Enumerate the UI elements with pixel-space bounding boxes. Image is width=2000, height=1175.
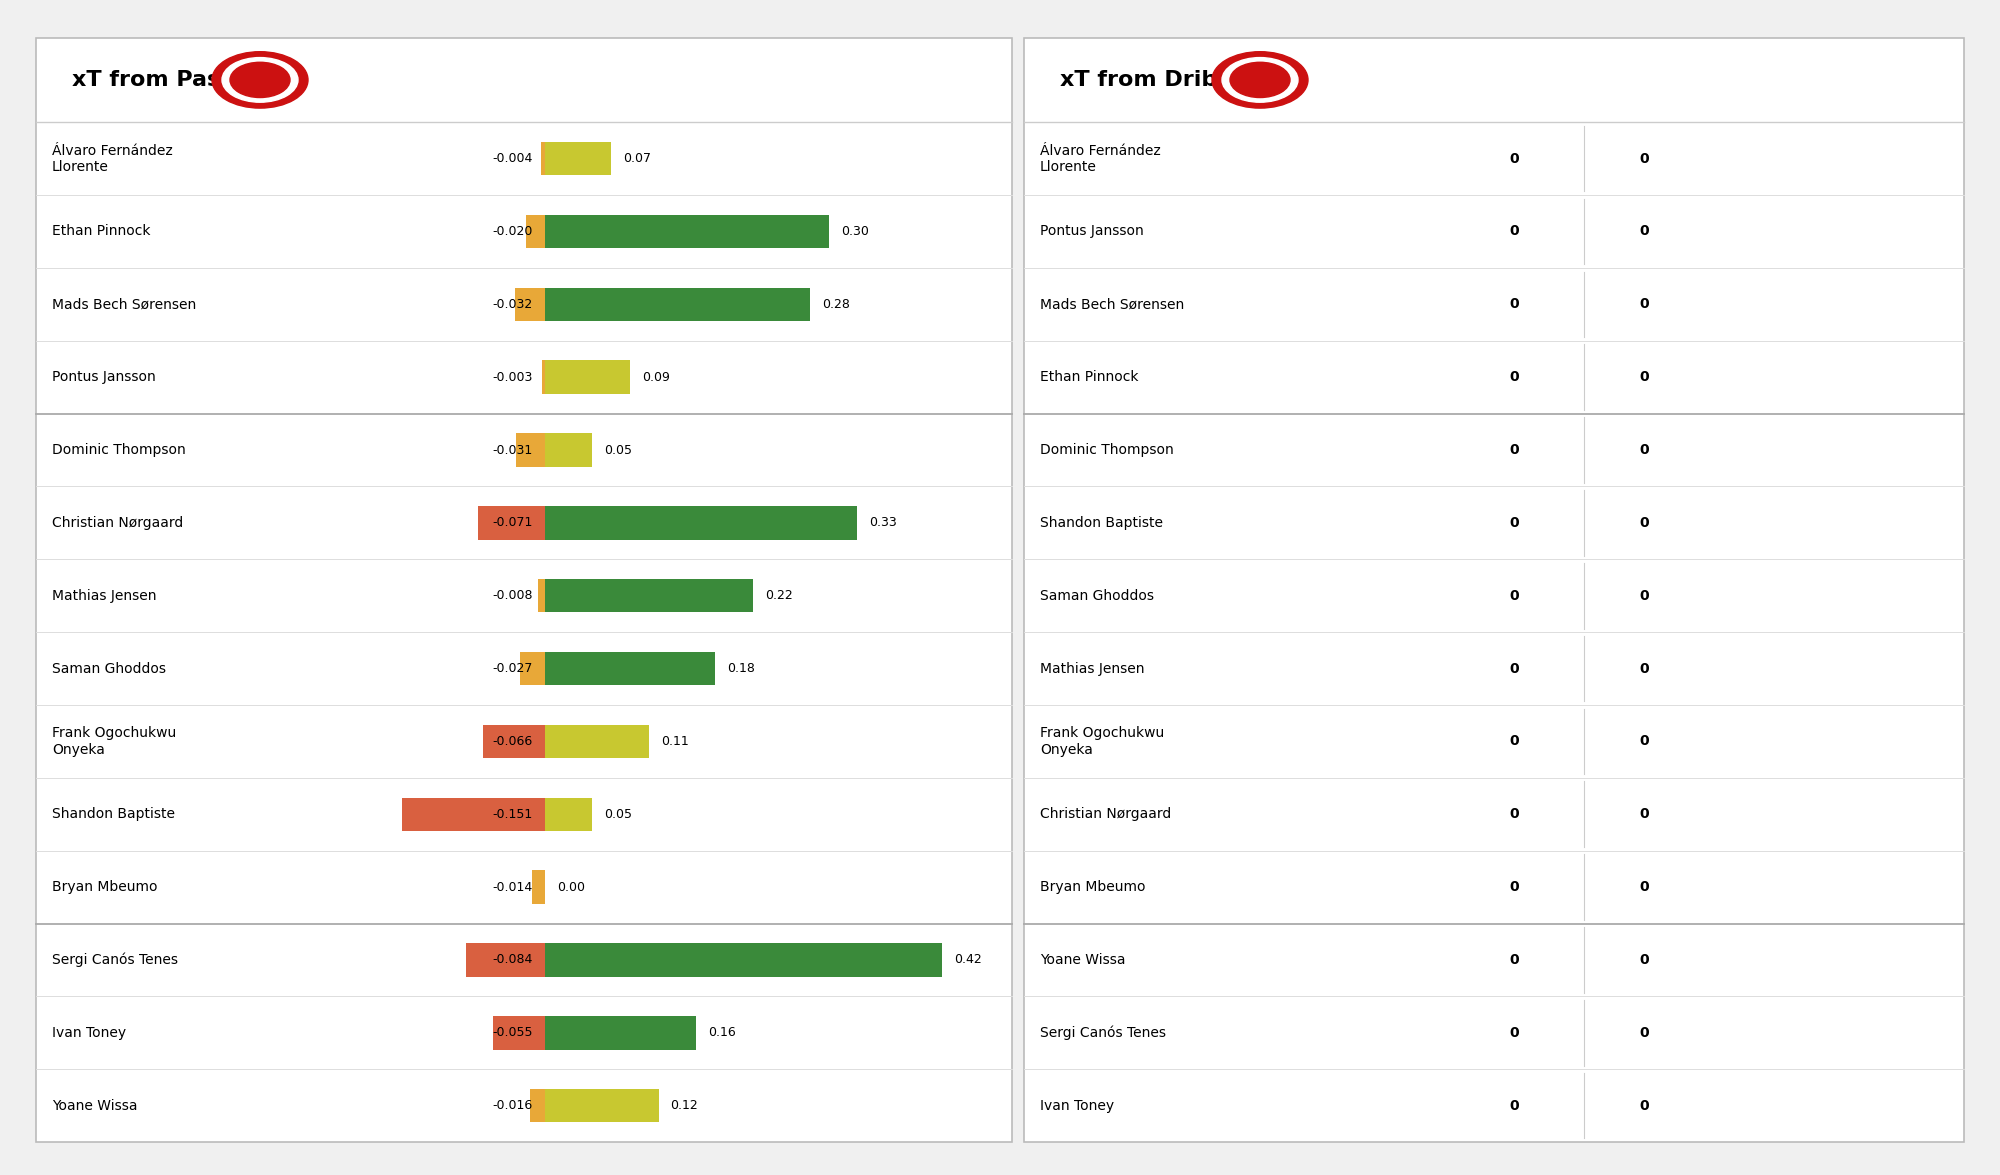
Text: -0.055: -0.055 <box>492 1026 534 1040</box>
Text: 0: 0 <box>1640 297 1648 311</box>
Text: 0: 0 <box>1640 516 1648 530</box>
Text: -0.020: -0.020 <box>492 224 534 239</box>
Text: Christian Nørgaard: Christian Nørgaard <box>52 516 184 530</box>
Text: -0.066: -0.066 <box>492 734 534 748</box>
Text: 0: 0 <box>1510 370 1518 384</box>
Text: 0: 0 <box>1510 516 1518 530</box>
Text: 0.28: 0.28 <box>822 297 850 311</box>
Text: Shandon Baptiste: Shandon Baptiste <box>52 807 176 821</box>
Text: Shandon Baptiste: Shandon Baptiste <box>1040 516 1164 530</box>
Text: 0: 0 <box>1510 224 1518 239</box>
Text: -0.032: -0.032 <box>492 297 534 311</box>
Text: 0.22: 0.22 <box>766 589 792 603</box>
Circle shape <box>1222 58 1298 102</box>
Text: 0: 0 <box>1510 807 1518 821</box>
Text: 0.12: 0.12 <box>670 1099 698 1113</box>
Text: 0.05: 0.05 <box>604 807 632 821</box>
Text: Álvaro Fernández
Llorente: Álvaro Fernández Llorente <box>1040 143 1160 174</box>
Text: Christian Nørgaard: Christian Nørgaard <box>1040 807 1172 821</box>
Text: -0.151: -0.151 <box>492 807 534 821</box>
Text: -0.008: -0.008 <box>492 589 534 603</box>
Text: Dominic Thompson: Dominic Thompson <box>1040 443 1174 457</box>
Text: 0.11: 0.11 <box>662 734 688 748</box>
Text: xT from Passes: xT from Passes <box>72 69 262 90</box>
Text: 0: 0 <box>1640 589 1648 603</box>
Text: Pontus Jansson: Pontus Jansson <box>1040 224 1144 239</box>
Text: -0.014: -0.014 <box>492 880 534 894</box>
Text: Sergi Canós Tenes: Sergi Canós Tenes <box>1040 1026 1166 1040</box>
Text: Bryan Mbeumo: Bryan Mbeumo <box>52 880 158 894</box>
Text: 0: 0 <box>1640 224 1648 239</box>
Text: 0: 0 <box>1640 953 1648 967</box>
Text: -0.004: -0.004 <box>492 152 534 166</box>
Text: Ethan Pinnock: Ethan Pinnock <box>52 224 150 239</box>
Text: 0: 0 <box>1510 297 1518 311</box>
Text: 0.18: 0.18 <box>728 662 756 676</box>
Text: Bryan Mbeumo: Bryan Mbeumo <box>1040 880 1146 894</box>
Text: Mathias Jensen: Mathias Jensen <box>1040 662 1144 676</box>
Text: 0.00: 0.00 <box>558 880 586 894</box>
Text: 0: 0 <box>1510 1026 1518 1040</box>
Circle shape <box>1230 62 1290 98</box>
Text: -0.016: -0.016 <box>492 1099 534 1113</box>
Text: 0.05: 0.05 <box>604 443 632 457</box>
Text: Mads Bech Sørensen: Mads Bech Sørensen <box>1040 297 1184 311</box>
Text: 0: 0 <box>1510 662 1518 676</box>
Text: 0: 0 <box>1640 152 1648 166</box>
Text: 0: 0 <box>1640 443 1648 457</box>
Circle shape <box>1212 52 1308 108</box>
Text: 0: 0 <box>1510 953 1518 967</box>
Text: 0: 0 <box>1640 370 1648 384</box>
Text: Ivan Toney: Ivan Toney <box>1040 1099 1114 1113</box>
Text: 0: 0 <box>1640 1099 1648 1113</box>
Text: Ethan Pinnock: Ethan Pinnock <box>1040 370 1138 384</box>
Text: 0: 0 <box>1640 662 1648 676</box>
Text: 0: 0 <box>1510 880 1518 894</box>
Text: 0.42: 0.42 <box>954 953 982 967</box>
Text: Frank Ogochukwu
Onyeka: Frank Ogochukwu Onyeka <box>1040 726 1164 757</box>
Text: Álvaro Fernández
Llorente: Álvaro Fernández Llorente <box>52 143 172 174</box>
Text: Mathias Jensen: Mathias Jensen <box>52 589 156 603</box>
Text: Dominic Thompson: Dominic Thompson <box>52 443 186 457</box>
Text: -0.003: -0.003 <box>492 370 534 384</box>
Text: -0.071: -0.071 <box>492 516 534 530</box>
Text: Yoane Wissa: Yoane Wissa <box>1040 953 1126 967</box>
Text: 0: 0 <box>1640 1026 1648 1040</box>
Circle shape <box>212 52 308 108</box>
Text: 0: 0 <box>1510 1099 1518 1113</box>
Text: 0.09: 0.09 <box>642 370 670 384</box>
Text: 0.33: 0.33 <box>870 516 896 530</box>
Text: Mads Bech Sørensen: Mads Bech Sørensen <box>52 297 196 311</box>
Circle shape <box>222 58 298 102</box>
Text: 0: 0 <box>1640 807 1648 821</box>
Text: 0: 0 <box>1510 734 1518 748</box>
Text: 0: 0 <box>1640 734 1648 748</box>
Text: 0: 0 <box>1510 152 1518 166</box>
Text: Yoane Wissa: Yoane Wissa <box>52 1099 138 1113</box>
Text: 0: 0 <box>1510 589 1518 603</box>
Text: Saman Ghoddos: Saman Ghoddos <box>52 662 166 676</box>
Text: xT from Dribbles: xT from Dribbles <box>1060 69 1270 90</box>
Text: -0.084: -0.084 <box>492 953 534 967</box>
Text: 0.07: 0.07 <box>624 152 652 166</box>
Circle shape <box>230 62 290 98</box>
Text: Frank Ogochukwu
Onyeka: Frank Ogochukwu Onyeka <box>52 726 176 757</box>
Text: Ivan Toney: Ivan Toney <box>52 1026 126 1040</box>
Text: 0: 0 <box>1640 880 1648 894</box>
Text: Pontus Jansson: Pontus Jansson <box>52 370 156 384</box>
Text: Saman Ghoddos: Saman Ghoddos <box>1040 589 1154 603</box>
Text: -0.031: -0.031 <box>492 443 534 457</box>
Text: 0: 0 <box>1510 443 1518 457</box>
Text: 0.30: 0.30 <box>840 224 868 239</box>
Text: Sergi Canós Tenes: Sergi Canós Tenes <box>52 953 178 967</box>
Text: 0.16: 0.16 <box>708 1026 736 1040</box>
Text: -0.027: -0.027 <box>492 662 534 676</box>
